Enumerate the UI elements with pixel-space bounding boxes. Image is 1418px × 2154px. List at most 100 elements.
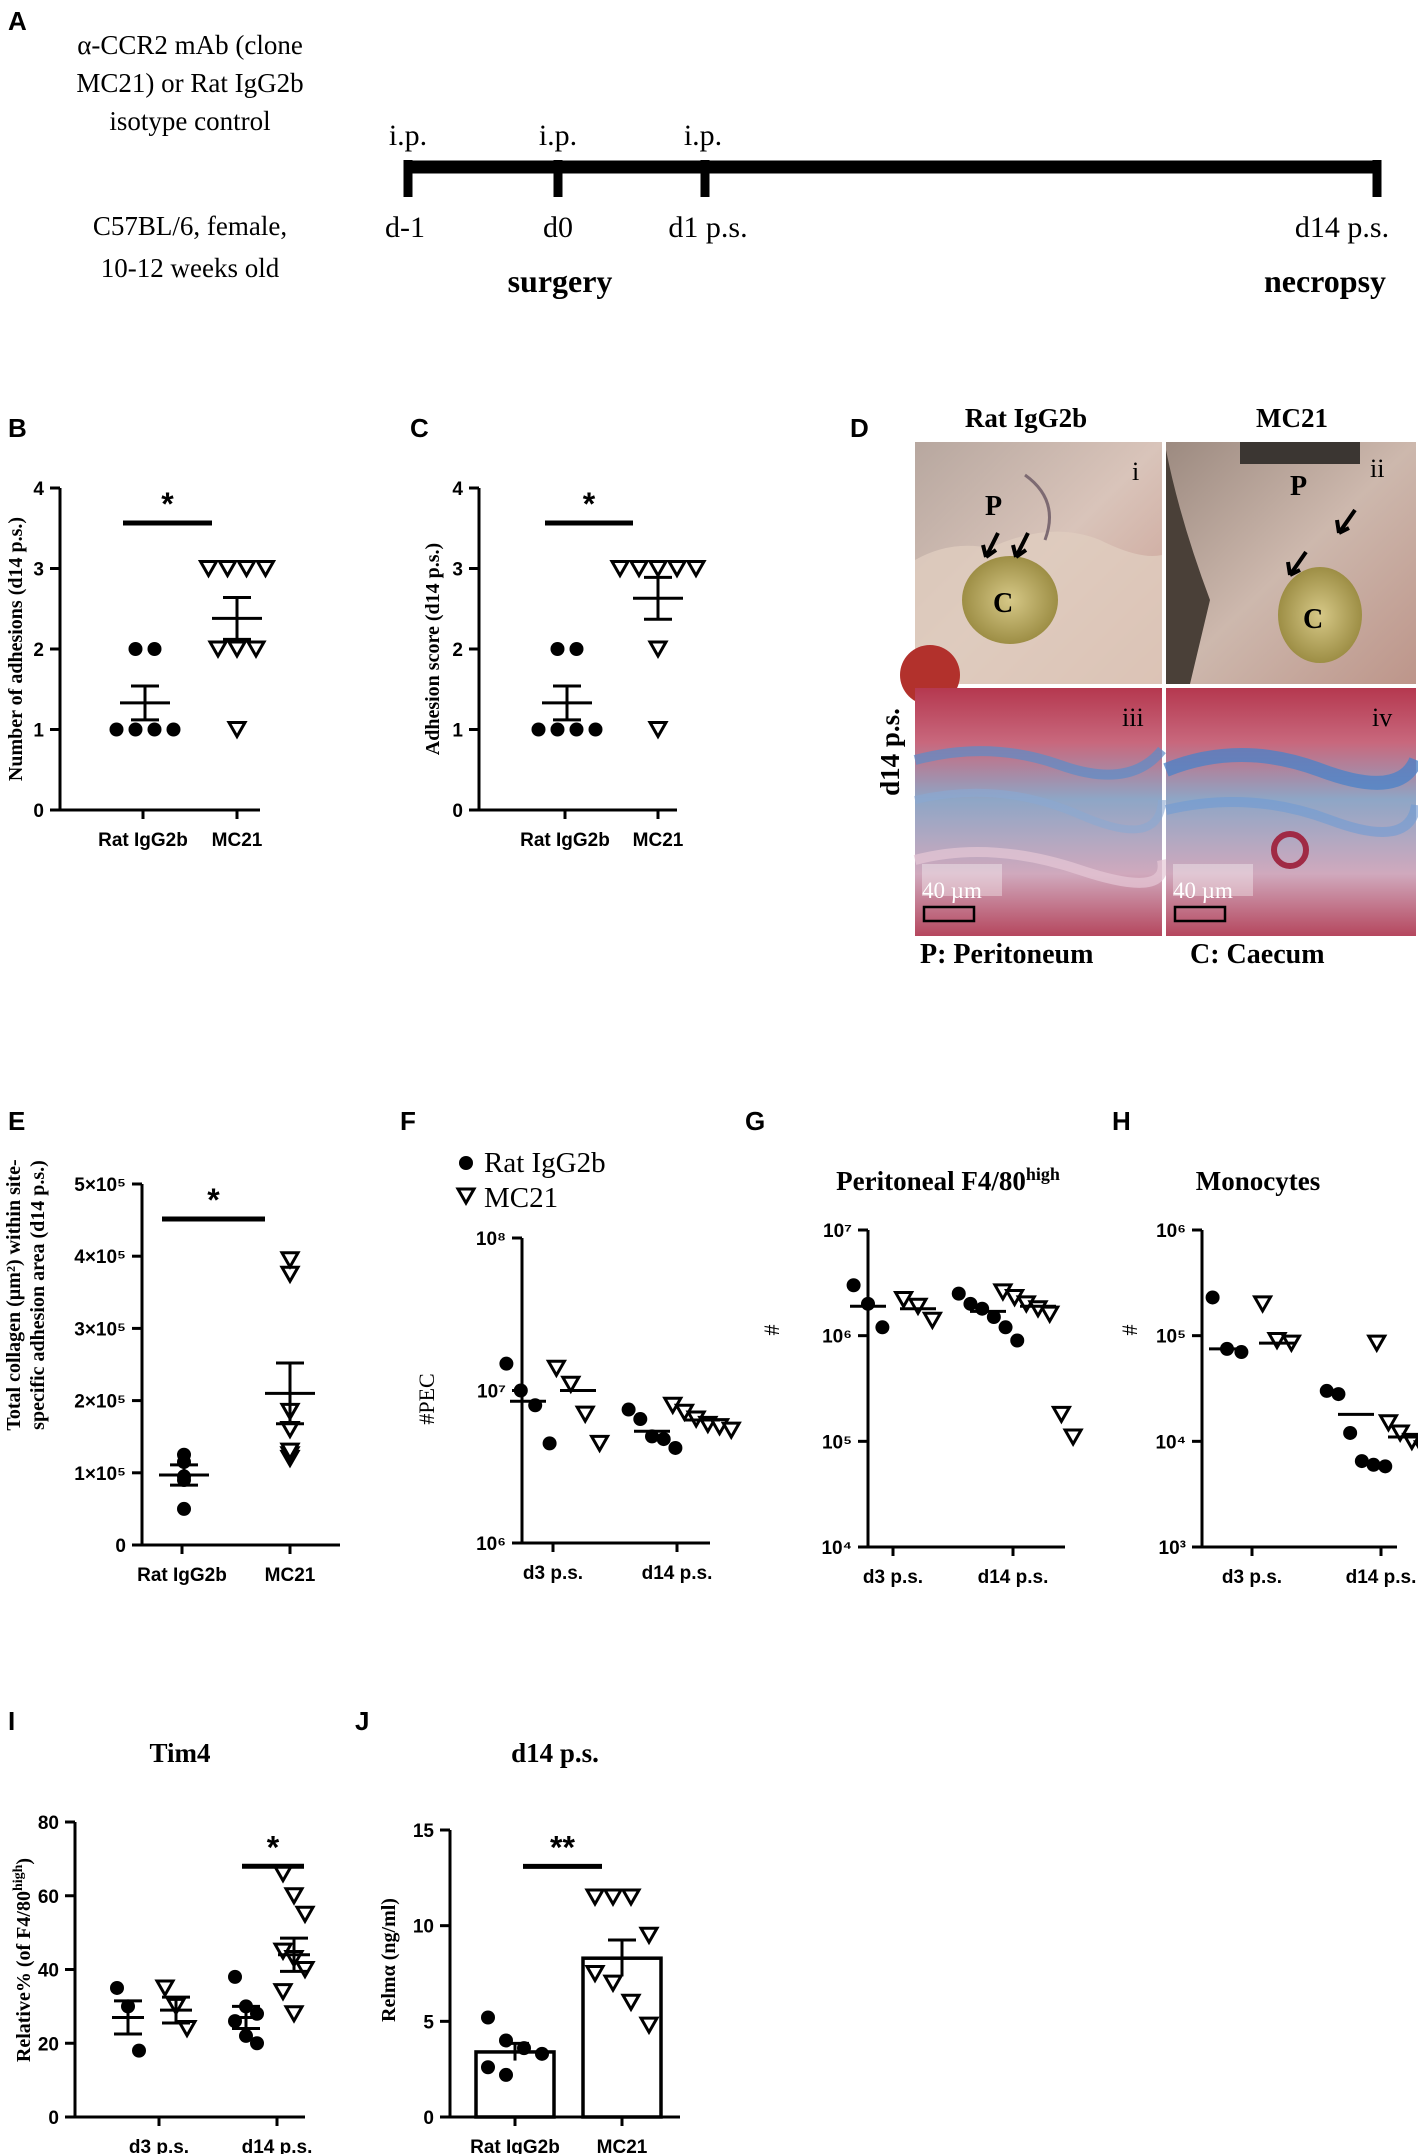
chart-G-point bbox=[846, 1278, 861, 1293]
chart-H-point bbox=[1377, 1414, 1400, 1433]
chart-G-point bbox=[921, 1311, 943, 1331]
chart-J-point bbox=[620, 1993, 642, 2013]
legend-mc21: MC21 bbox=[484, 1182, 558, 1214]
chart-E-ytick-label: 0 bbox=[115, 1536, 126, 1557]
chart-E-ytick-label: 1×10⁵ bbox=[74, 1464, 126, 1485]
chart-I-point bbox=[283, 2005, 305, 2024]
panel-label-g: G bbox=[745, 1106, 765, 1136]
chart-H-point bbox=[1354, 1454, 1369, 1469]
scale-bar-iv bbox=[1173, 905, 1227, 923]
chart-G-point bbox=[1050, 1405, 1072, 1425]
chart-G-point bbox=[1010, 1333, 1025, 1348]
chart-C-point bbox=[550, 722, 565, 737]
chart-C-xtick-label: Rat IgG2b bbox=[520, 830, 610, 851]
chart-J-xtick-label: Rat IgG2b bbox=[470, 2137, 560, 2154]
chart-I-point bbox=[239, 2028, 253, 2043]
chart-G-xtick-label: d3 p.s. bbox=[863, 1567, 923, 1588]
chart-J-ytick-label: 0 bbox=[423, 2108, 434, 2129]
photo-i-rat-macroscopic: P C i bbox=[900, 442, 1162, 705]
chart-B-point bbox=[207, 640, 229, 660]
photo-i-label-p: P bbox=[985, 491, 1002, 522]
chart-i-ylabel: Relative% (of F4/80high) bbox=[11, 1858, 35, 2062]
chart-I-point bbox=[294, 1961, 316, 1980]
chart-J-point bbox=[620, 1888, 642, 1907]
chart-b: B Number of adhesions (d14 p.s.) 0 1 2 3 4 Ra… bbox=[5, 413, 277, 851]
chart-I-point bbox=[272, 1983, 294, 2002]
chart-B-point bbox=[235, 560, 258, 579]
chart-G-point bbox=[893, 1290, 915, 1310]
chart-B-ytick-label: 0 bbox=[33, 801, 44, 822]
chart-I-ytick-label: 80 bbox=[38, 1813, 59, 1834]
chart-G-ytick-label: 10⁶ bbox=[822, 1327, 852, 1348]
chart-E-point bbox=[177, 1501, 191, 1516]
chart-j-title: d14 p.s. bbox=[511, 1738, 599, 1768]
chart-B-point bbox=[147, 642, 162, 656]
event-surgery: surgery bbox=[508, 263, 613, 299]
chart-J-point bbox=[638, 1926, 660, 1946]
chart-E-sig-star: * bbox=[207, 1182, 220, 1218]
chart-F-point bbox=[633, 1412, 648, 1427]
chart-j-plot: 0 5 10 15 Rat IgG2b MC21 ** bbox=[413, 1821, 680, 2154]
chart-J-sig-star: ** bbox=[550, 1829, 575, 1865]
chart-e-ylabel-line-1: Total collagen (µm²) within site- bbox=[3, 1159, 25, 1430]
chart-F-point bbox=[545, 1359, 567, 1379]
chart-H-point bbox=[1266, 1332, 1288, 1351]
d-col-title-mc21: MC21 bbox=[1256, 403, 1328, 433]
chart-F-ytick-label: 10⁸ bbox=[476, 1229, 506, 1250]
chart-B-sig-star: * bbox=[161, 486, 174, 522]
chart-J-ytick-label: 5 bbox=[423, 2012, 434, 2033]
chart-c-ylabel: Adhesion score (d14 p.s.) bbox=[422, 543, 444, 755]
panel-label-d: D bbox=[850, 413, 869, 443]
chart-J-bar bbox=[581, 1956, 663, 2119]
chart-C-point bbox=[685, 560, 707, 579]
chart-F-point bbox=[513, 1383, 528, 1398]
legend-peritoneum: P: Peritoneum bbox=[920, 939, 1093, 970]
arrow-icon bbox=[1011, 532, 1030, 559]
chart-b-plot: 0 1 2 3 4 Rat IgG2b MC21 * bbox=[33, 479, 277, 851]
chart-H-point bbox=[1331, 1387, 1346, 1402]
treatment-line-1: α-CCR2 mAb (clone bbox=[77, 30, 303, 60]
panel-label-e: E bbox=[8, 1106, 25, 1136]
chart-g-ylabel: # bbox=[759, 1325, 784, 1336]
chart-J-point bbox=[481, 2010, 495, 2025]
chart-H-point bbox=[1412, 1440, 1418, 1450]
chart-F-point bbox=[720, 1421, 742, 1441]
chart-i-plot: 0 20 40 60 80 d3 p.s. d14 p.s. * bbox=[38, 1813, 316, 2154]
chart-B-point bbox=[254, 560, 277, 579]
chart-J-point bbox=[584, 1965, 606, 1984]
panel-a: A α-CCR2 mAb (clone MC21) or Rat IgG2b i… bbox=[8, 6, 1389, 299]
panel-label-i: I bbox=[8, 1706, 15, 1736]
chart-B-xtick-label: MC21 bbox=[212, 830, 263, 851]
chart-F-point bbox=[560, 1375, 582, 1395]
panel-label-h: H bbox=[1112, 1106, 1131, 1136]
chart-G-point bbox=[951, 1286, 966, 1301]
chart-C-ytick-label: 2 bbox=[452, 640, 463, 661]
chart-B-point bbox=[226, 721, 248, 740]
chart-F-xtick-label: d3 p.s. bbox=[523, 1563, 583, 1584]
chart-E-ytick-label: 2×10⁵ bbox=[74, 1392, 126, 1413]
legend-marker-triangle bbox=[455, 1187, 477, 1207]
chart-I-point bbox=[250, 2036, 264, 2051]
chart-e-ylabel-line-2: specific adhesion area (d14 p.s.) bbox=[27, 1160, 49, 1430]
mouse-line-2: 10-12 weeks old bbox=[101, 253, 280, 283]
chart-E-xtick-label: MC21 bbox=[265, 1565, 316, 1586]
chart-J-point bbox=[602, 1888, 624, 1907]
chart-h-title: Monocytes bbox=[1196, 1166, 1320, 1196]
event-necropsy: necropsy bbox=[1264, 263, 1386, 299]
histology-iv-mc21: 40 µm iv bbox=[1163, 688, 1418, 936]
chart-J-point bbox=[638, 2016, 660, 2036]
chart-B-point bbox=[109, 722, 124, 737]
chart-C-point bbox=[647, 721, 669, 740]
chart-B-xtick-label: Rat IgG2b bbox=[98, 830, 188, 851]
chart-C-point bbox=[569, 642, 584, 656]
injection-label-2: i.p. bbox=[539, 119, 577, 152]
chart-G-ytick-label: 10⁵ bbox=[822, 1432, 852, 1453]
chart-C-point bbox=[550, 642, 565, 656]
chart-I-point bbox=[110, 1980, 124, 1995]
chart-G-ytick-label: 10⁷ bbox=[823, 1221, 852, 1242]
chart-B-point bbox=[197, 560, 220, 579]
panel-label-b: B bbox=[8, 413, 27, 443]
day-label-d-1: d-1 bbox=[385, 211, 425, 244]
d-col-title-rat: Rat IgG2b bbox=[965, 403, 1087, 433]
chart-i-title: Tim4 bbox=[149, 1738, 210, 1768]
